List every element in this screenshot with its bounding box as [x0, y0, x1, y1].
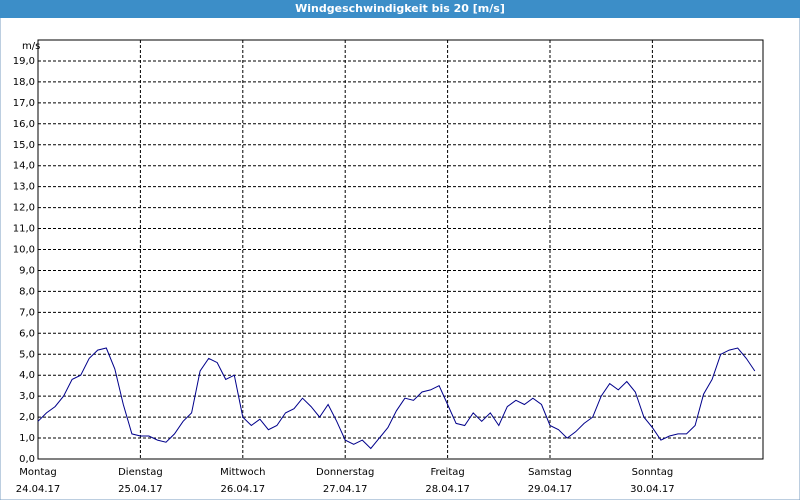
y-tick-label: 5,0 [19, 349, 35, 360]
x-tick-day: Montag [19, 467, 56, 478]
y-tick-label: 14,0 [13, 161, 35, 172]
y-tick-label: 17,0 [13, 98, 35, 109]
y-tick-label: 19,0 [13, 56, 35, 67]
y-tick-label: 18,0 [13, 77, 35, 88]
y-tick-label: 16,0 [13, 119, 35, 130]
y-tick-label: 9,0 [19, 265, 35, 276]
x-tick-date: 25.04.17 [118, 484, 163, 495]
y-tick-label: 4,0 [19, 370, 35, 381]
y-tick-label: 7,0 [19, 307, 35, 318]
y-tick-label: 15,0 [13, 140, 35, 151]
x-tick-date: 29.04.17 [528, 484, 573, 495]
x-tick-day: Donnerstag [316, 467, 374, 478]
x-tick-date: 26.04.17 [221, 484, 266, 495]
x-tick-day: Sonntag [632, 467, 674, 478]
y-tick-label: 0,0 [19, 454, 35, 465]
x-tick-day: Mittwoch [220, 467, 265, 478]
chart-title: Windgeschwindigkeit bis 20 [m/s] [295, 2, 505, 15]
y-tick-label: 8,0 [19, 286, 35, 297]
y-tick-label: 13,0 [13, 182, 35, 193]
y-tick-label: 11,0 [13, 224, 35, 235]
y-tick-label: 12,0 [13, 203, 35, 214]
x-tick-date: 30.04.17 [630, 484, 675, 495]
x-tick-date: 27.04.17 [323, 484, 368, 495]
data-line [37, 347, 756, 450]
y-unit: m/s [22, 41, 40, 52]
y-tick-label: 2,0 [19, 412, 35, 423]
x-tick-date: 24.04.17 [16, 484, 61, 495]
x-tick-day: Samstag [528, 467, 572, 478]
title-bar [0, 0, 800, 18]
y-tick-label: 10,0 [13, 245, 35, 256]
x-tick-day: Freitag [430, 467, 464, 478]
x-tick-date: 28.04.17 [425, 484, 470, 495]
y-tick-label: 6,0 [19, 328, 35, 339]
y-tick-label: 1,0 [19, 433, 35, 444]
y-tick-label: 3,0 [19, 391, 35, 402]
x-tick-day: Dienstag [118, 467, 163, 478]
